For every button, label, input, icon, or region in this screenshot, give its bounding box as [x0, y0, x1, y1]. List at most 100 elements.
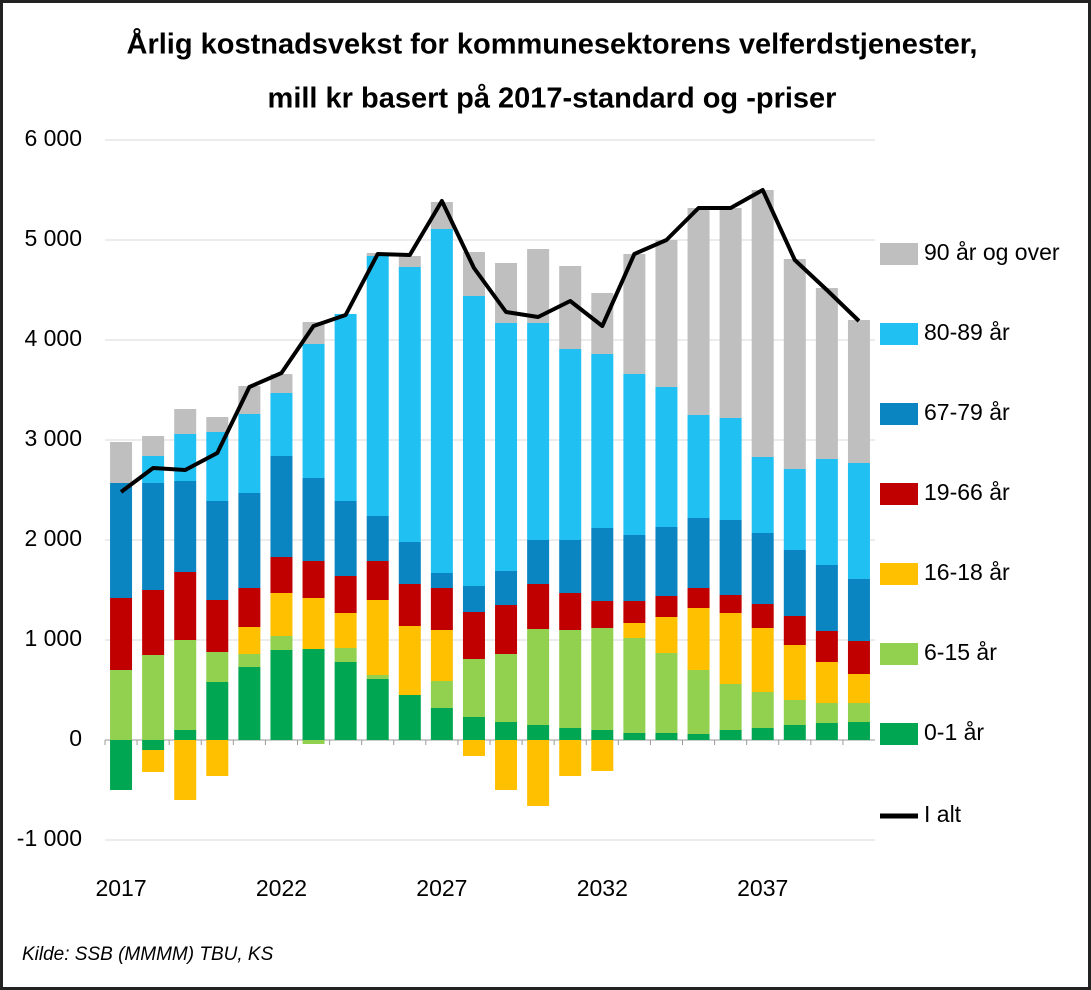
bar-segment	[270, 557, 293, 593]
bar-segment	[719, 595, 742, 613]
bar-segment	[302, 740, 325, 744]
bar-segment	[302, 322, 325, 344]
legend-swatch	[880, 243, 918, 265]
bar-segment	[110, 442, 133, 483]
legend-swatch	[880, 403, 918, 425]
bar-segment	[687, 670, 710, 734]
bar-segment	[142, 436, 165, 456]
legend-swatch	[880, 323, 918, 345]
bar-segment	[719, 208, 742, 418]
bar-segment	[398, 256, 421, 267]
bar-segment	[623, 638, 646, 733]
x-tick-label: 2017	[95, 875, 146, 901]
bar-segment	[591, 601, 614, 628]
bar-segment	[719, 730, 742, 740]
bar-segment	[847, 320, 870, 463]
y-tick-label: 1 000	[24, 625, 82, 651]
bar-segment	[302, 649, 325, 740]
bar-segment	[462, 252, 485, 296]
bar-segment	[815, 565, 838, 631]
bar-segment	[238, 386, 261, 414]
bar-segment	[206, 740, 229, 776]
x-tick-label: 2022	[256, 875, 307, 901]
bar-segment	[559, 740, 582, 776]
bar-segment	[174, 409, 197, 434]
bar-segment	[430, 630, 453, 681]
bar-segment	[783, 700, 806, 725]
bar-segment	[366, 600, 389, 675]
bar-segment	[815, 723, 838, 740]
bar-segment	[174, 640, 197, 730]
bar-segment	[591, 528, 614, 601]
legend-swatch	[880, 723, 918, 745]
bar-segment	[687, 588, 710, 608]
bar-segment	[334, 662, 357, 740]
bar-segment	[398, 695, 421, 740]
legend-label: 90 år og over	[924, 239, 1060, 265]
bar-segment	[462, 740, 485, 756]
bar-segment	[302, 344, 325, 478]
bar-segment	[110, 740, 133, 790]
bar-segment	[847, 722, 870, 740]
bar-segment	[751, 604, 774, 628]
bar-segment	[302, 561, 325, 598]
bar-segment	[495, 605, 518, 654]
bar-segment	[206, 417, 229, 432]
bar-segment	[238, 493, 261, 588]
bar-segment	[783, 550, 806, 616]
y-tick-label: 3 000	[24, 425, 82, 451]
bar-segment	[623, 254, 646, 374]
y-tick-label: 5 000	[24, 225, 82, 251]
bar-segment	[591, 628, 614, 730]
bar-segment	[527, 249, 550, 323]
bar-segment	[495, 571, 518, 605]
bar-segment	[719, 684, 742, 730]
y-tick-label: 0	[69, 725, 82, 751]
legend-swatch	[880, 643, 918, 665]
bar-segment	[110, 598, 133, 670]
bar-segment	[527, 323, 550, 540]
bar-segment	[366, 675, 389, 679]
y-tick-label: 2 000	[24, 525, 82, 551]
bar-segment	[751, 692, 774, 728]
bar-segment	[559, 349, 582, 540]
bar-segment	[270, 456, 293, 557]
bar-segment	[110, 483, 133, 598]
bar-segment	[430, 588, 453, 630]
bar-segment	[174, 481, 197, 572]
bar-segment	[815, 631, 838, 662]
chart-title: mill kr basert på 2017-standard og -pris…	[268, 83, 837, 115]
bar-segment	[591, 354, 614, 528]
bar-segment	[334, 576, 357, 613]
bar-segment	[623, 623, 646, 638]
bar-segment	[334, 648, 357, 662]
bar-segment	[847, 579, 870, 641]
bar-segment	[559, 540, 582, 593]
bar-segment	[655, 387, 678, 527]
bar-segment	[751, 190, 774, 457]
legend-swatch	[880, 563, 918, 585]
bar-segment	[206, 432, 229, 501]
chart-title: Årlig kostnadsvekst for kommunesektorens…	[127, 28, 978, 61]
bar-segment	[559, 266, 582, 349]
bar-segment	[623, 733, 646, 740]
bar-segment	[430, 681, 453, 708]
bar-segment	[366, 561, 389, 600]
bar-segment	[366, 679, 389, 740]
bar-segment	[751, 533, 774, 604]
legend-label: 16-18 år	[924, 559, 1010, 585]
legend-label: 67-79 år	[924, 399, 1010, 425]
bar-segment	[591, 740, 614, 771]
bar-segment	[398, 542, 421, 584]
bar-segment	[751, 628, 774, 692]
bar-segment	[751, 728, 774, 740]
y-tick-label: 6 000	[24, 125, 82, 151]
bar-segment	[559, 630, 582, 728]
legend-label: I alt	[924, 801, 962, 827]
bar-segment	[142, 750, 165, 772]
bar-segment	[462, 717, 485, 740]
bar-segment	[398, 626, 421, 695]
bar-segment	[655, 733, 678, 740]
bar-segment	[847, 641, 870, 674]
bar-segment	[270, 636, 293, 650]
